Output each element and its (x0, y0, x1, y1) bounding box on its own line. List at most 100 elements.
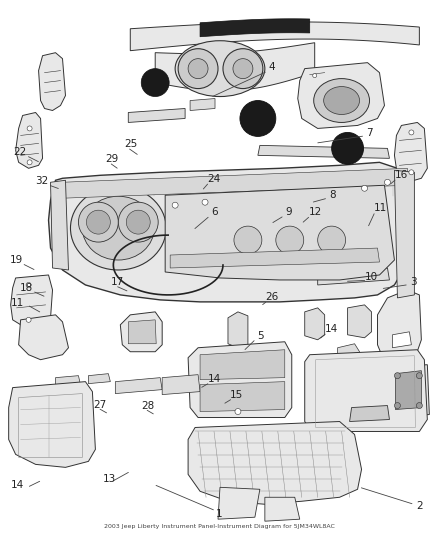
Ellipse shape (82, 196, 154, 260)
Text: 2003 Jeep Liberty Instrument Panel-Instrument Diagram for 5JM34WL8AC: 2003 Jeep Liberty Instrument Panel-Instr… (103, 524, 335, 529)
Polygon shape (19, 315, 68, 360)
Text: 19: 19 (9, 255, 23, 265)
Text: 14: 14 (11, 480, 24, 490)
Text: 5: 5 (257, 330, 264, 341)
Polygon shape (338, 344, 360, 362)
Ellipse shape (71, 186, 166, 270)
Polygon shape (200, 19, 310, 37)
Polygon shape (56, 376, 81, 386)
Polygon shape (88, 374, 110, 384)
Ellipse shape (268, 218, 312, 262)
Text: 14: 14 (208, 374, 221, 384)
Polygon shape (120, 312, 162, 352)
Text: 17: 17 (111, 278, 124, 287)
Text: 2: 2 (417, 500, 423, 511)
Text: 12: 12 (308, 207, 321, 217)
Polygon shape (305, 308, 325, 340)
Ellipse shape (395, 373, 400, 378)
Text: 14: 14 (325, 324, 338, 334)
Text: 29: 29 (106, 154, 119, 164)
Polygon shape (218, 487, 260, 519)
Polygon shape (318, 268, 389, 285)
Polygon shape (395, 171, 414, 298)
Text: 11: 11 (374, 203, 387, 213)
Ellipse shape (27, 160, 32, 165)
Text: 6: 6 (211, 207, 218, 217)
Polygon shape (396, 370, 421, 409)
Polygon shape (39, 53, 66, 110)
Polygon shape (348, 305, 371, 338)
Text: 22: 22 (14, 147, 27, 157)
Ellipse shape (385, 179, 390, 185)
Polygon shape (258, 146, 389, 158)
Polygon shape (16, 112, 42, 168)
Polygon shape (200, 350, 285, 379)
Ellipse shape (318, 226, 346, 254)
Text: 4: 4 (268, 62, 275, 72)
Ellipse shape (361, 185, 367, 191)
Ellipse shape (188, 59, 208, 78)
Ellipse shape (332, 132, 364, 164)
Ellipse shape (234, 226, 262, 254)
Polygon shape (392, 332, 411, 348)
Polygon shape (170, 248, 379, 268)
Polygon shape (200, 382, 285, 411)
Ellipse shape (417, 402, 422, 409)
Ellipse shape (26, 317, 31, 322)
Ellipse shape (314, 78, 370, 123)
Ellipse shape (141, 69, 169, 96)
Ellipse shape (409, 130, 414, 135)
Text: 1: 1 (215, 508, 223, 519)
Polygon shape (378, 290, 421, 368)
Text: 24: 24 (207, 174, 220, 184)
Polygon shape (228, 312, 248, 348)
Ellipse shape (223, 49, 263, 88)
Ellipse shape (417, 373, 422, 378)
Text: 27: 27 (94, 400, 107, 410)
Ellipse shape (395, 402, 400, 409)
Text: 11: 11 (11, 297, 24, 308)
Polygon shape (155, 43, 314, 91)
Ellipse shape (175, 41, 265, 96)
Ellipse shape (324, 86, 360, 115)
Text: 7: 7 (366, 127, 373, 138)
Ellipse shape (276, 226, 304, 254)
Ellipse shape (202, 199, 208, 205)
Ellipse shape (310, 218, 353, 262)
Polygon shape (298, 63, 385, 128)
Ellipse shape (86, 210, 110, 234)
Ellipse shape (26, 282, 31, 287)
Polygon shape (49, 163, 411, 302)
Text: 10: 10 (365, 272, 378, 282)
Ellipse shape (118, 202, 158, 242)
Polygon shape (115, 378, 162, 393)
Text: 13: 13 (102, 474, 116, 484)
Ellipse shape (409, 170, 414, 175)
Text: 26: 26 (265, 292, 279, 302)
Text: 32: 32 (35, 176, 49, 187)
Polygon shape (265, 497, 300, 521)
Polygon shape (165, 185, 395, 280)
Text: 9: 9 (286, 207, 292, 217)
Text: 16: 16 (395, 170, 408, 180)
Polygon shape (190, 99, 215, 110)
Polygon shape (188, 422, 361, 504)
Polygon shape (388, 365, 429, 417)
Ellipse shape (235, 409, 241, 415)
Ellipse shape (126, 210, 150, 234)
Text: 8: 8 (329, 190, 336, 200)
Text: 15: 15 (230, 390, 243, 400)
Text: 28: 28 (141, 401, 155, 411)
Polygon shape (188, 342, 292, 417)
Ellipse shape (313, 74, 317, 78)
Text: 18: 18 (20, 282, 34, 293)
Ellipse shape (27, 126, 32, 131)
Polygon shape (128, 320, 156, 344)
Text: 3: 3 (410, 278, 417, 287)
Polygon shape (63, 168, 407, 198)
Ellipse shape (240, 101, 276, 136)
Polygon shape (9, 382, 95, 467)
Ellipse shape (233, 59, 253, 78)
Polygon shape (50, 180, 68, 270)
Ellipse shape (78, 202, 118, 242)
